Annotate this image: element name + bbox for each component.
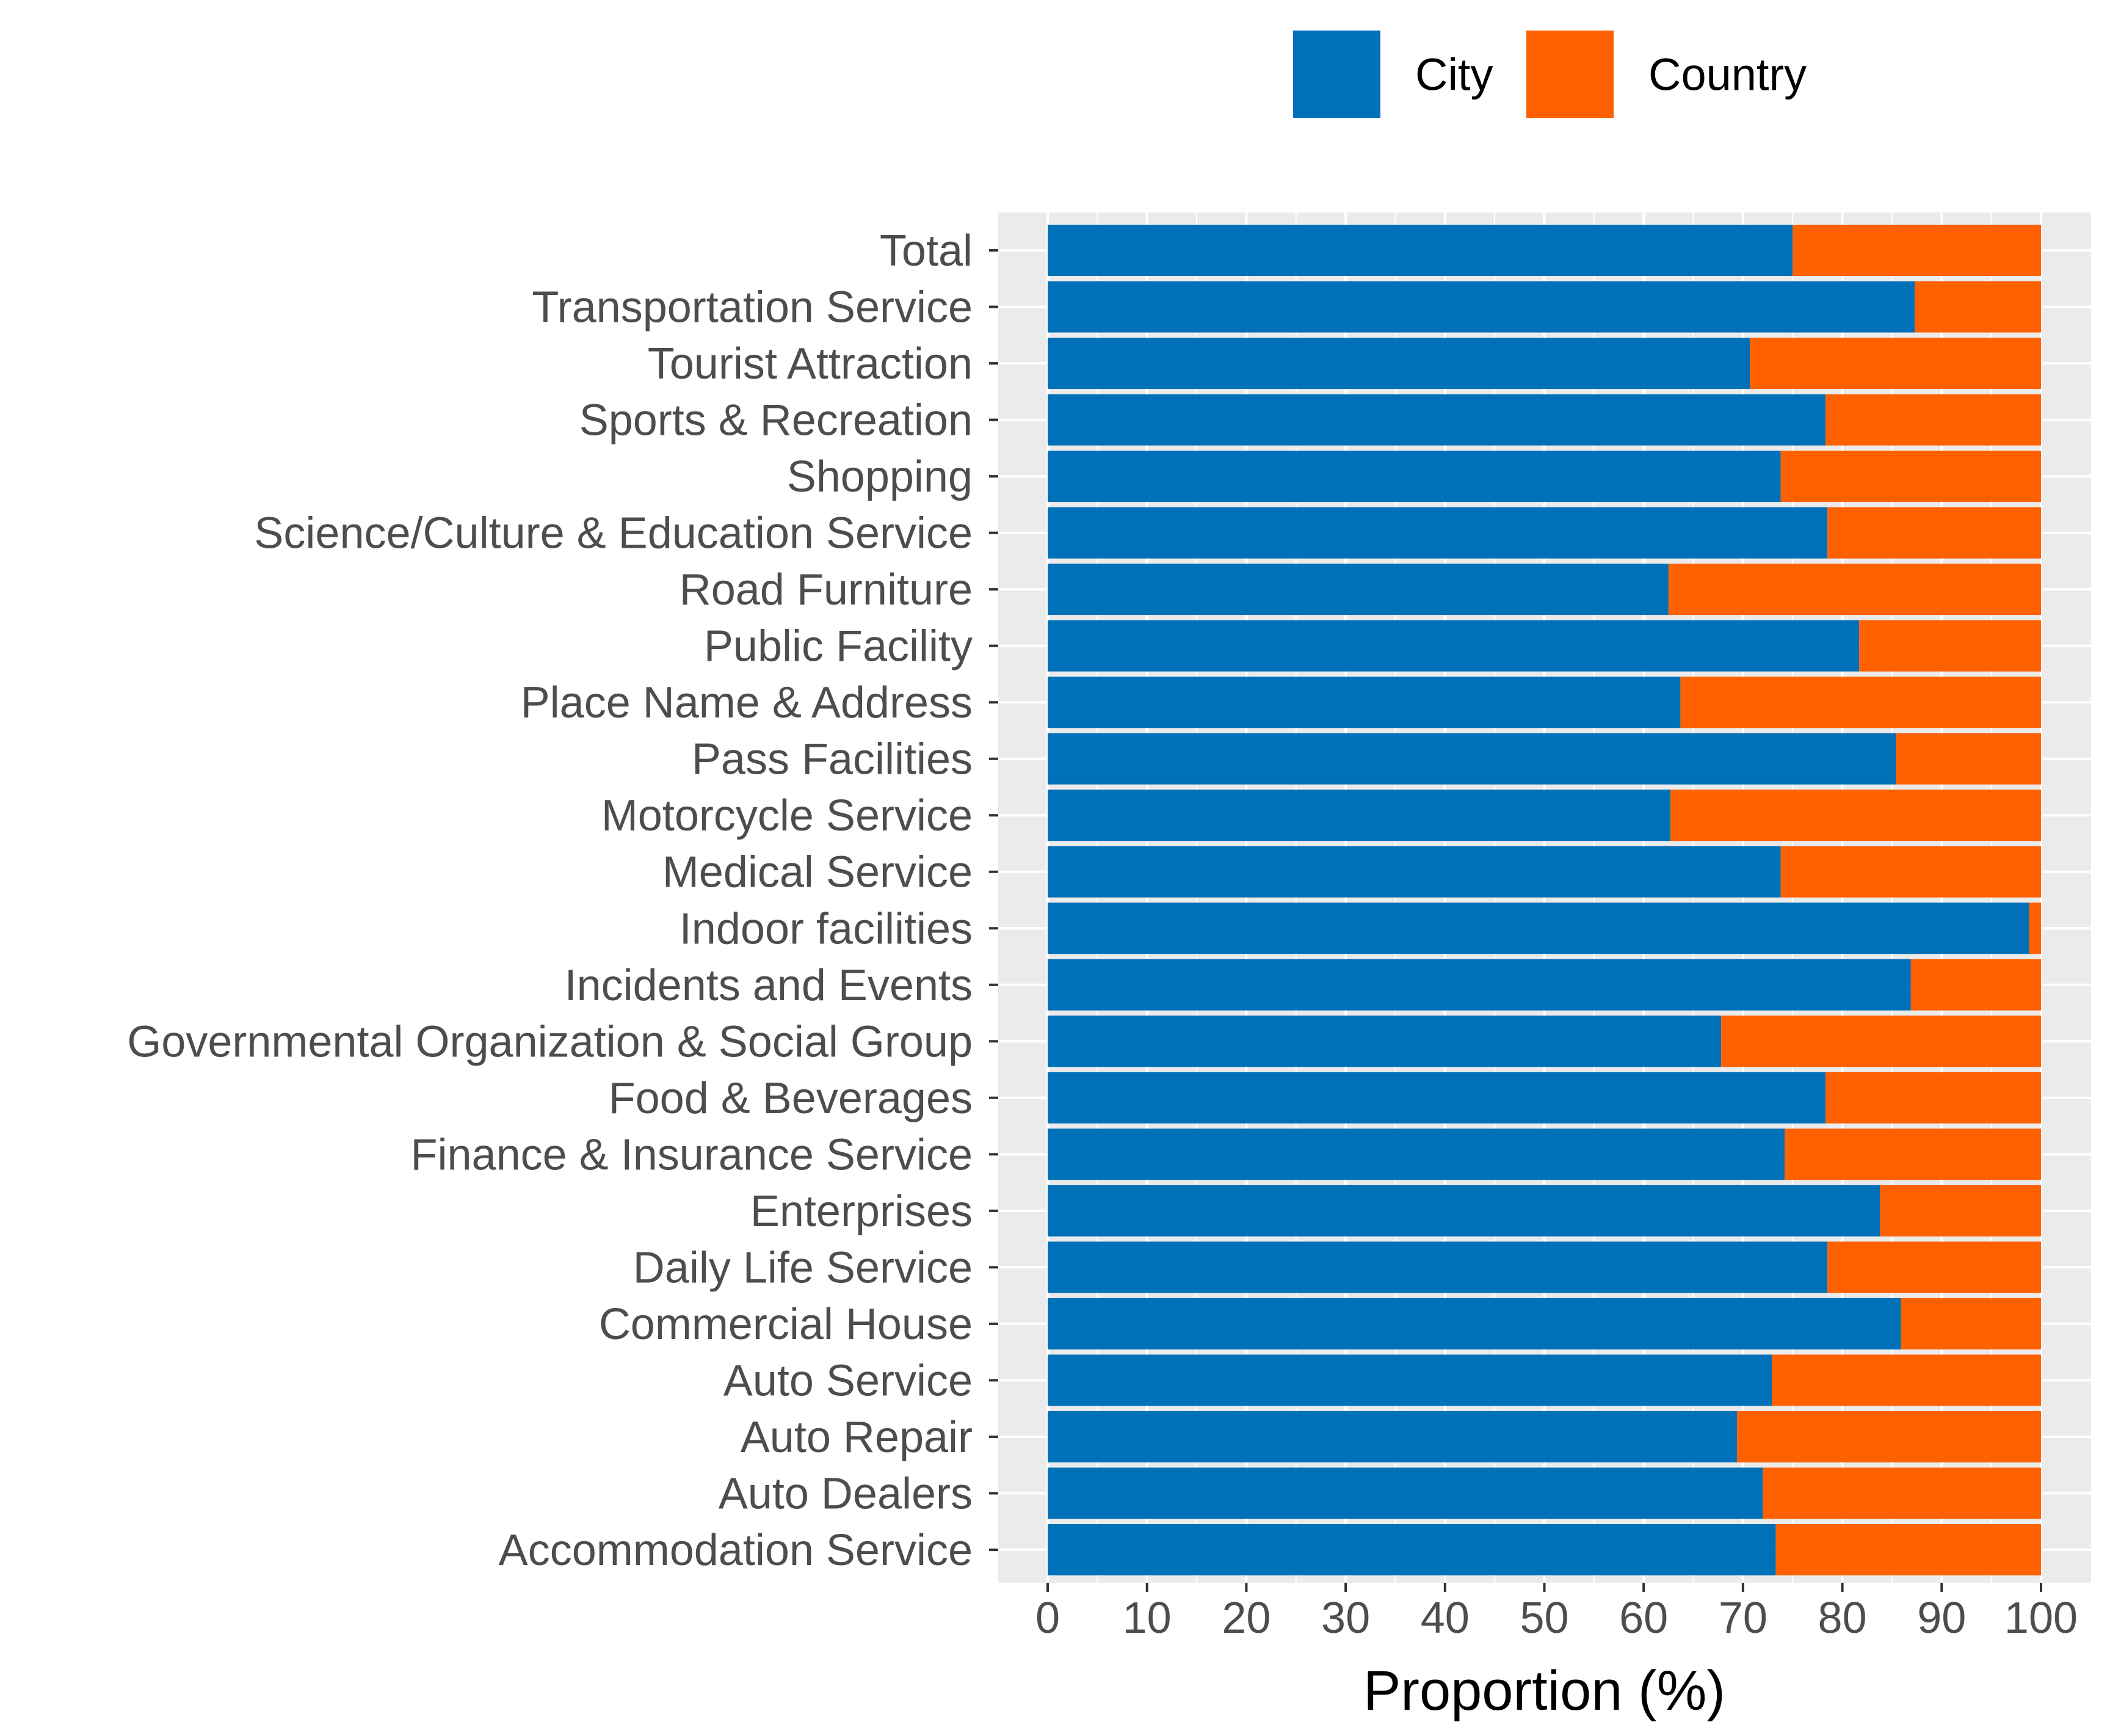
x-tick-label: 70 [1719,1594,1767,1643]
bar-city [1048,903,2029,954]
y-tick-label: Total [880,227,973,275]
y-axis: Total Transportation Service Tourist Attra… [127,227,998,1575]
bar-city [1048,620,1860,672]
y-tick-label: Incidents and Events [565,961,973,1010]
bar-country [1793,225,2041,276]
x-tick-label: 100 [2004,1594,2078,1643]
bar-country [1780,451,2041,503]
bar-country [1859,620,2041,672]
bar-country [1680,677,2041,728]
y-tick-label: Commercial House [599,1300,973,1349]
bar-country [1901,1298,2041,1349]
legend-label-country: Country [1648,49,1807,100]
bar-city [1048,790,1671,841]
bar-country [1763,1467,2041,1519]
x-tick-label: 60 [1619,1594,1668,1643]
y-tick-label: Auto Repair [741,1413,973,1462]
bar-country [1880,1185,2041,1237]
y-tick-label: Food & Beverages [609,1074,973,1123]
bar-country [1827,1241,2041,1293]
y-tick-label: Road Furniture [680,565,973,614]
bar-city [1048,281,1915,333]
bar-city [1048,1015,1722,1067]
y-tick-label: Science/Culture & Education Service [254,509,973,558]
bar-country [1772,1354,2041,1406]
bar-city [1048,846,1781,898]
y-tick-label: Public Facility [704,622,973,671]
bar-city [1048,1128,1785,1180]
y-tick-label: Tourist Attraction [648,340,973,388]
legend: City Country [1293,31,1807,118]
bar-country [1785,1128,2041,1180]
y-tick-label: Medical Service [662,848,973,897]
bar-country [1825,394,2041,446]
bar-city [1048,1185,1880,1237]
bar-city [1048,451,1781,503]
y-tick-label: Daily Life Service [633,1243,973,1292]
y-tick-label: Auto Dealers [719,1469,973,1518]
bar-country [1825,1072,2041,1124]
bar-city [1048,1467,1763,1519]
bar-country [1780,846,2041,898]
y-tick-label: Indoor facilities [680,904,973,953]
x-tick-label: 30 [1321,1594,1370,1643]
bar-country [1670,790,2041,841]
x-tick-label: 50 [1520,1594,1568,1643]
bar-city [1048,733,1896,785]
bar-city [1048,225,1793,276]
bar-city [1048,1354,1772,1406]
y-tick-label: Motorcycle Service [601,791,973,840]
x-tick-label: 0 [1035,1594,1060,1643]
bar-city [1048,1241,1828,1293]
y-tick-label: Sports & Recreation [579,396,973,445]
x-tick-label: 20 [1222,1594,1271,1643]
x-tick-label: 10 [1123,1594,1172,1643]
bar-city [1048,1411,1738,1462]
bar-country [1721,1015,2041,1067]
x-axis-title: Proportion (%) [1363,1660,1725,1722]
bar-country [1775,1524,2041,1575]
bar-city [1048,1072,1825,1124]
bar-country [1737,1411,2041,1462]
y-tick-label: Pass Facilities [692,735,973,784]
x-tick-label: 80 [1818,1594,1867,1643]
bar-country [1827,507,2041,559]
y-tick-label: Governmental Organization & Social Group [127,1017,973,1066]
bar-city [1048,959,1911,1011]
bar-city [1048,1298,1901,1349]
legend-key-city [1293,31,1380,118]
y-tick-label: Place Name & Address [521,678,973,727]
bar-city [1048,394,1825,446]
bars [1048,225,2041,1575]
bar-country [1668,564,2041,616]
y-tick-label: Shopping [787,452,973,501]
y-tick-label: Transportation Service [532,283,973,332]
y-tick-label: Finance & Insurance Service [411,1130,973,1179]
bar-country [1896,733,2041,785]
legend-key-country [1526,31,1614,118]
bar-city [1048,507,1828,559]
bar-country [1910,959,2041,1011]
bar-country [1915,281,2041,333]
y-tick-label: Enterprises [750,1187,973,1236]
bar-country [1750,338,2041,390]
x-tick-label: 40 [1421,1594,1470,1643]
bar-city [1048,677,1681,728]
x-tick-label: 90 [1917,1594,1966,1643]
bar-city [1048,338,1750,390]
bar-city [1048,564,1669,616]
bar-country [2029,903,2041,954]
y-tick-label: Auto Service [723,1356,973,1405]
bar-city [1048,1524,1776,1575]
x-axis: 0 10 20 30 40 50 60 70 80 90 100 [1035,1583,2078,1643]
legend-label-city: City [1415,49,1493,100]
y-tick-label: Accommodation Service [499,1526,973,1575]
